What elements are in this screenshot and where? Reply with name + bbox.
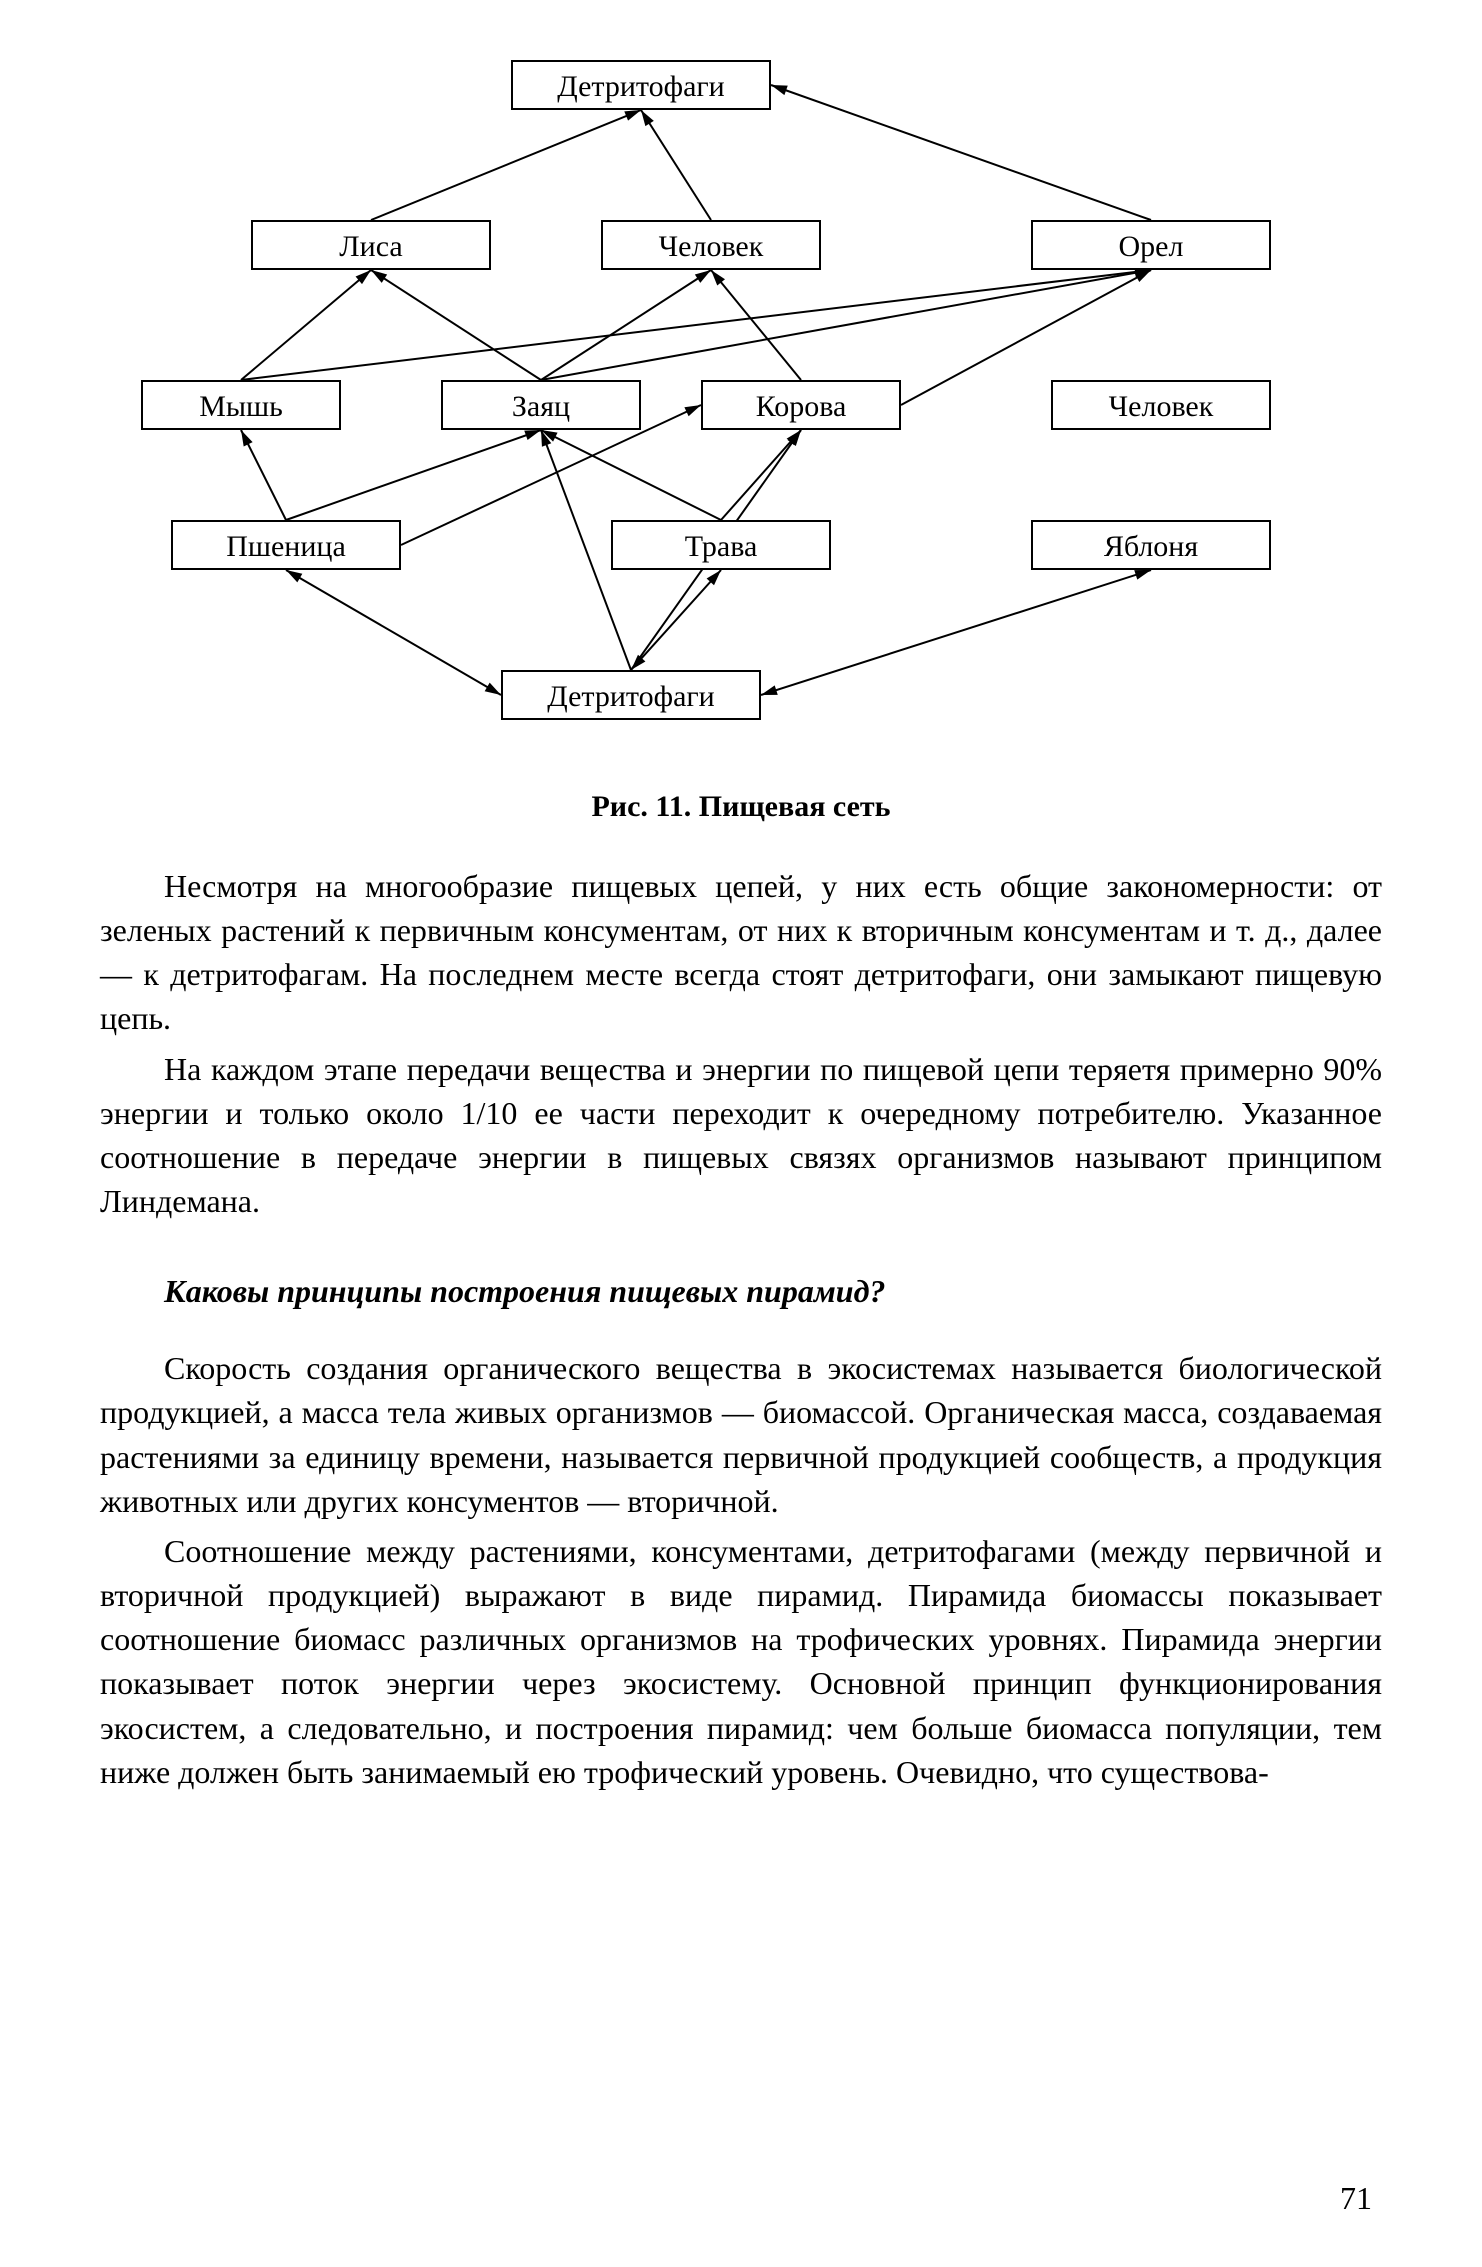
paragraph-2: На каждом этапе передачи вещества и энер… (100, 1047, 1382, 1224)
arrowhead-chelovek1-detr_top (641, 110, 654, 126)
node-mysh: Мышь (141, 380, 341, 430)
node-yablonya: Яблоня (1031, 520, 1271, 570)
arrowhead-zayats-lisa (371, 270, 387, 283)
edge-mysh-lisa (241, 270, 371, 380)
arrowhead-lisa-detr_top (624, 110, 641, 121)
paragraph-1: Несмотря на многообразие пищевых цепей, … (100, 864, 1382, 1041)
arrowhead-rev-detr_bot-pshenitsa (485, 683, 501, 695)
subheading-pyramids: Каковы принципы построения пищевых пирам… (100, 1273, 1382, 1310)
node-chelovek2: Человек (1051, 380, 1271, 430)
edge-mysh-orel (241, 270, 1151, 380)
edge-detr_bot-yablonya (761, 570, 1151, 695)
node-pshenitsa: Пшеница (171, 520, 401, 570)
food-web-diagram: Детритофаги Лиса Человек Орел Мышь Заяц Корова… (111, 50, 1371, 770)
page-number: 71 (1340, 2180, 1372, 2217)
node-trava: Трава (611, 520, 831, 570)
arrowhead-detr_bot-yablonya (1134, 570, 1151, 580)
edge-trava-zayats (541, 430, 721, 520)
node-orel: Орел (1031, 220, 1271, 270)
node-chelovek1: Человек (601, 220, 821, 270)
edge-detr_bot-pshenitsa (286, 570, 501, 695)
figure-caption: Рис. 11. Пищевая сеть (100, 790, 1382, 824)
node-detr_top: Детритофаги (511, 60, 771, 110)
edge-korova-chelovek1 (711, 270, 801, 380)
arrowhead-zayats-chelovek1 (695, 270, 711, 283)
edge-lisa-detr_top (371, 110, 641, 220)
node-zayats: Заяц (441, 380, 641, 430)
edge-trava-korova (721, 430, 801, 520)
paragraph-4: Соотношение между растениями, консумента… (100, 1529, 1382, 1794)
edge-zayats-chelovek1 (541, 270, 711, 380)
node-korova: Корова (701, 380, 901, 430)
edge-orel-detr_top (771, 85, 1151, 220)
edge-detr_bot-trava (631, 570, 721, 670)
node-detr_bot: Детритофаги (501, 670, 761, 720)
arrowhead-rev-detr_bot-yablonya (761, 685, 778, 695)
arrowhead-pshenitsa-korova (684, 405, 701, 416)
edge-zayats-lisa (371, 270, 541, 380)
page: Детритофаги Лиса Человек Орел Мышь Заяц Корова… (0, 0, 1482, 2267)
arrowhead-pshenitsa-zayats (524, 430, 541, 440)
arrowhead-orel-detr_top (771, 85, 788, 95)
arrowhead-pshenitsa-mysh (241, 430, 253, 447)
node-lisa: Лиса (251, 220, 491, 270)
paragraph-3: Скорость создания органического вещества… (100, 1346, 1382, 1523)
edge-pshenitsa-zayats (286, 430, 541, 520)
edge-chelovek1-detr_top (641, 110, 711, 220)
arrowhead-detr_bot-pshenitsa (286, 570, 302, 582)
edge-zayats-orel (541, 270, 1151, 380)
